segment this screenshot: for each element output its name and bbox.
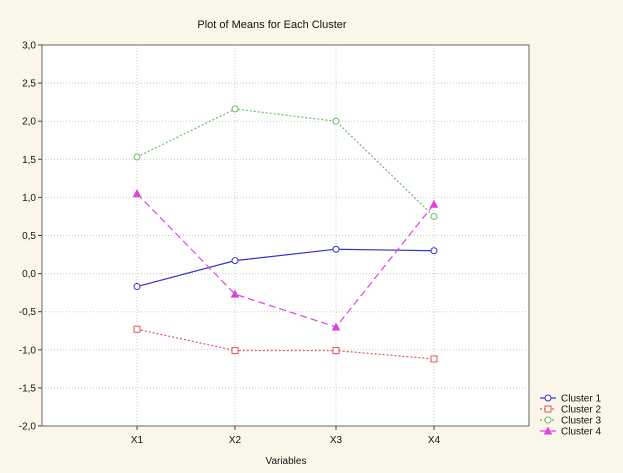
- data-point: [132, 189, 142, 198]
- x-tick-label: X1: [131, 435, 144, 446]
- legend-marker: [543, 426, 553, 435]
- x-tick-label: X2: [229, 435, 242, 446]
- legend-item: Cluster 1: [540, 394, 601, 405]
- data-point: [430, 355, 438, 363]
- x-tick-label: X4: [428, 435, 441, 446]
- series-1: [133, 245, 438, 291]
- y-tick-label: 3,0: [22, 41, 36, 52]
- data-point: [332, 245, 340, 253]
- legend-label: Cluster 1: [561, 394, 601, 405]
- y-tick-label: 2,5: [22, 79, 36, 90]
- legend-item: Cluster 4: [540, 426, 601, 438]
- y-tick-label: -0,5: [19, 307, 37, 318]
- data-point: [231, 347, 239, 355]
- y-tick-label: 0,5: [22, 231, 36, 242]
- series-2: [133, 325, 438, 363]
- data-point: [231, 105, 239, 113]
- legend-item: Cluster 2: [540, 405, 601, 416]
- data-point: [332, 117, 340, 125]
- x-tick-label: X3: [330, 435, 343, 446]
- data-point: [429, 199, 439, 208]
- axes: -2,0 -1,5 -1,0 -0,5 0,0 0,5 1,0 1,5 2,0 2,5 3,0 X1 X…: [19, 41, 441, 447]
- data-point: [332, 347, 340, 355]
- data-point: [331, 322, 341, 331]
- legend-label: Cluster 2: [561, 405, 601, 416]
- legend-label: Cluster 3: [561, 416, 601, 427]
- data-point: [231, 257, 239, 265]
- series-layer: [132, 105, 439, 363]
- data-point: [430, 247, 438, 255]
- series-line: [136, 193, 435, 328]
- data-point: [430, 212, 438, 220]
- legend-marker: [544, 405, 552, 413]
- x-axis-label: Variables: [266, 456, 307, 467]
- series-line: [136, 248, 435, 288]
- data-point: [133, 153, 141, 161]
- y-tick-label: 2,0: [22, 117, 36, 128]
- series-3: [133, 105, 438, 220]
- data-point: [133, 283, 141, 291]
- legend-item: Cluster 3: [540, 416, 601, 427]
- series-4: [132, 189, 439, 331]
- y-tick-label: -1,5: [19, 383, 37, 394]
- y-tick-label: 1,5: [22, 155, 36, 166]
- y-tick-label: 1,0: [22, 193, 36, 204]
- legend-marker: [544, 416, 552, 424]
- legend-marker: [544, 394, 552, 402]
- y-tick-label: -1,0: [19, 345, 37, 356]
- y-tick-label: 0,0: [22, 269, 36, 280]
- data-point: [133, 325, 141, 333]
- legend-label: Cluster 4: [561, 427, 601, 438]
- data-point: [230, 289, 240, 298]
- chart-title: Plot of Means for Each Cluster: [197, 19, 347, 31]
- y-tick-label: -2,0: [19, 422, 37, 433]
